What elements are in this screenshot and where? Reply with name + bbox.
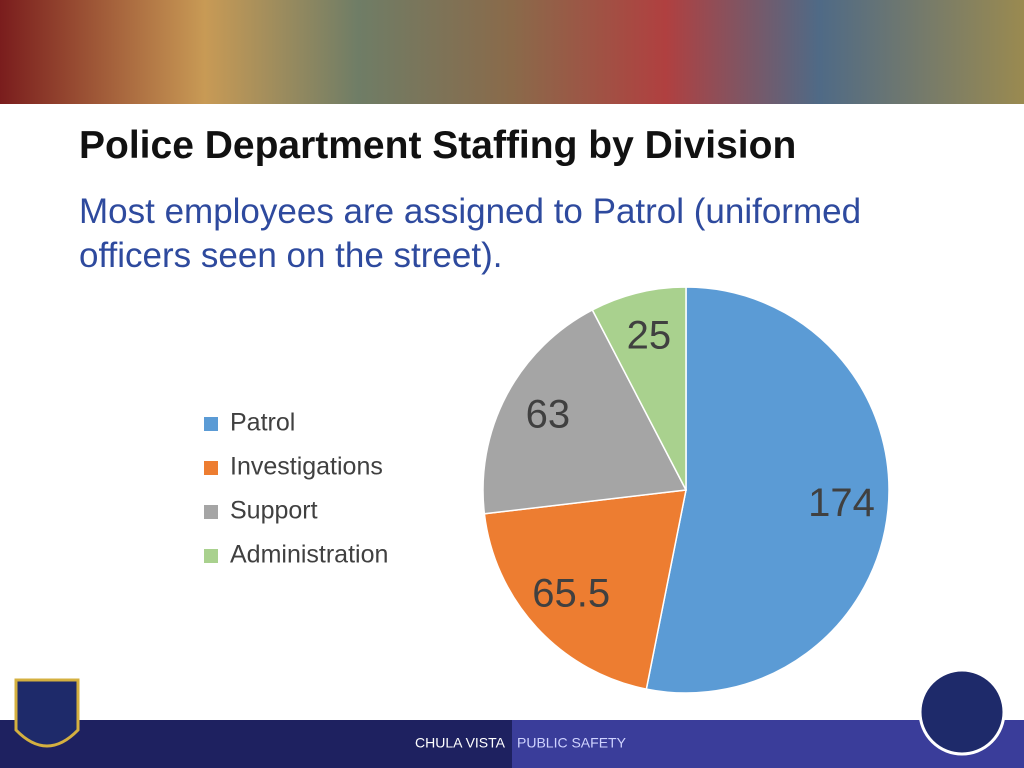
legend-label: Patrol [230,409,295,437]
police-badge [14,678,80,748]
pie-slice [645,286,890,694]
legend-swatch [204,461,218,475]
data-label: 63 [526,392,571,436]
subtitle: Most employees are assigned to Patrol (u… [79,192,862,275]
footer-left: CHULA VISTA [415,735,506,751]
data-label: 25 [627,314,672,358]
footer-bar-left [0,720,512,768]
data-label: 65.5 [532,572,610,616]
pie-slice [483,489,687,690]
footer-right: PUBLIC SAFETY [517,735,627,751]
pie-slice [482,308,688,515]
legend-label: Investigations [230,453,383,481]
legend-label: Administration [230,541,388,569]
pie-slice [591,286,687,491]
photo-banner [0,0,1024,104]
title: Police Department Staffing by Division [79,124,797,167]
legend-swatch [204,549,218,563]
legend-swatch [204,417,218,431]
fire-badge [918,668,1006,756]
legend-swatch [204,505,218,519]
data-label: 174 [808,481,875,525]
legend-label: Support [230,497,318,525]
